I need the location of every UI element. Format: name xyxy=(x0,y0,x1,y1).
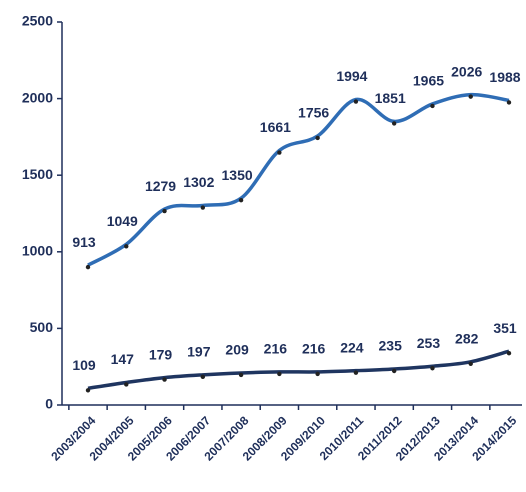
data-label: 209 xyxy=(225,342,249,358)
data-label: 913 xyxy=(72,234,96,250)
data-label: 2026 xyxy=(451,63,482,79)
data-label: 1350 xyxy=(222,167,253,183)
data-label: 216 xyxy=(302,341,326,357)
data-label: 224 xyxy=(340,339,364,355)
data-label: 253 xyxy=(417,335,441,351)
point xyxy=(162,208,167,214)
data-label: 1994 xyxy=(336,68,367,84)
data-label: 1661 xyxy=(260,119,291,135)
point xyxy=(468,361,473,366)
data-label: 1302 xyxy=(183,174,214,190)
point xyxy=(430,103,435,109)
point xyxy=(238,197,244,203)
data-label: 1965 xyxy=(413,73,444,89)
data-label: 197 xyxy=(187,344,211,360)
point xyxy=(200,374,206,380)
y-tick-label: 2000 xyxy=(22,89,53,105)
point xyxy=(124,382,129,387)
data-label: 216 xyxy=(264,341,288,357)
point xyxy=(506,351,512,356)
point xyxy=(391,368,397,374)
data-label: 147 xyxy=(111,351,135,367)
point xyxy=(277,371,282,377)
data-label: 282 xyxy=(455,331,479,347)
y-tick-label: 2500 xyxy=(22,13,53,29)
point xyxy=(277,150,282,155)
point xyxy=(85,388,91,393)
data-label: 1851 xyxy=(375,90,406,106)
point xyxy=(162,377,167,382)
data-label: 109 xyxy=(72,357,96,373)
point xyxy=(124,244,129,249)
point xyxy=(353,99,359,104)
data-label: 1279 xyxy=(145,178,176,194)
point xyxy=(430,366,435,371)
data-label: 351 xyxy=(493,320,517,336)
y-tick-label: 0 xyxy=(45,396,53,412)
point xyxy=(468,94,473,99)
series-line xyxy=(87,349,510,391)
point xyxy=(238,372,244,378)
point xyxy=(315,135,320,141)
point xyxy=(85,264,91,270)
series-line xyxy=(87,92,510,267)
point xyxy=(353,370,359,375)
data-label: 1988 xyxy=(489,69,520,85)
y-tick-label: 500 xyxy=(30,319,54,335)
y-tick-label: 1500 xyxy=(22,166,53,182)
point xyxy=(506,100,512,105)
point xyxy=(315,371,320,377)
data-label: 179 xyxy=(149,346,173,362)
point xyxy=(200,205,206,210)
point xyxy=(391,121,397,126)
data-label: 1049 xyxy=(107,213,138,229)
y-tick-label: 1000 xyxy=(22,243,53,259)
data-label: 1756 xyxy=(298,105,329,121)
data-label: 235 xyxy=(379,338,403,354)
